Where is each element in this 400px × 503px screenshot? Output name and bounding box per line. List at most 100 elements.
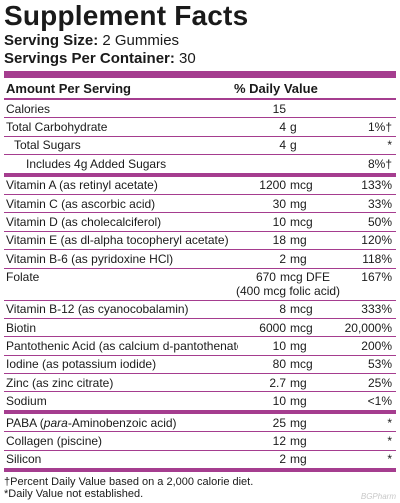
nutrient-amount: 4 xyxy=(279,120,286,135)
nutrient-amount: 6000 xyxy=(259,320,286,335)
header-daily-value: % Daily Value xyxy=(234,80,318,96)
nutrient-name: Pantothenic Acid (as calcium d-pantothen… xyxy=(6,338,238,353)
nutrient-dv: 1%† xyxy=(367,120,392,135)
panel-title: Supplement Facts xyxy=(4,0,249,31)
nutrient-amount: 10 xyxy=(272,394,286,409)
nutrient-unit: mg xyxy=(290,338,307,353)
nutrient-unit: mg xyxy=(290,415,307,430)
nutrient-amount-note: (400 mcg folic acid) xyxy=(235,283,341,298)
table-row: Folate 670 mcg DFE (400 mcg folic acid) 167% xyxy=(4,269,396,301)
nutrient-dv: * xyxy=(387,138,392,153)
table-row: Sodium 10 mg <1% xyxy=(4,392,396,414)
serving-size-value: 2 Gummies xyxy=(98,32,180,49)
nutrient-unit: mcg xyxy=(290,320,313,335)
nutrient-dv: 50% xyxy=(367,215,392,230)
nutrient-name: Total Sugars xyxy=(14,138,81,153)
nutrient-dv: 133% xyxy=(361,178,392,193)
table-row: Collagen (piscine) 12 mg * xyxy=(4,432,396,451)
nutrient-dv: 167% xyxy=(361,269,392,284)
nutrient-name: Total Carbohydrate xyxy=(6,120,108,135)
nutrient-unit: mg xyxy=(290,452,307,467)
nutrient-amount: 80 xyxy=(272,357,286,372)
nutrient-unit: mcg DFE xyxy=(279,269,330,284)
nutrient-unit: mcg xyxy=(290,357,313,372)
nutrient-unit: mg xyxy=(290,196,307,211)
nutrient-amount: 25 xyxy=(272,415,286,430)
header-amount: Amount Per Serving xyxy=(6,80,131,96)
table-row: Calories 15 xyxy=(4,100,396,119)
nutrient-name: Includes 4g Added Sugars xyxy=(26,156,167,171)
nutrient-dv: 120% xyxy=(361,233,392,248)
table-row: Vitamin E (as dl-alpha tocopheryl acetat… xyxy=(4,232,396,251)
nutrient-dv: 53% xyxy=(367,357,392,372)
table-row: Vitamin A (as retinyl acetate) 1200 mcg 133… xyxy=(4,177,396,195)
serving-size-label: Serving Size: xyxy=(4,32,99,49)
nutrient-dv: * xyxy=(387,433,392,448)
table-row: Zinc (as zinc citrate) 2.7 mg 25% xyxy=(4,374,396,393)
nutrient-unit: mcg xyxy=(290,178,313,193)
nutrient-amount: 12 xyxy=(272,433,286,448)
table-row: Vitamin C (as ascorbic acid) 30 mg 33% xyxy=(4,195,396,214)
nutrient-dv: 118% xyxy=(362,251,392,266)
nutrient-unit: mcg xyxy=(290,302,313,317)
table-row: Vitamin D (as cholecalciferol) 10 mcg 50% xyxy=(4,213,396,232)
nutrient-name: PABA (para-Aminobenzoic acid) xyxy=(6,415,177,430)
table-row: Silicon 2 mg * xyxy=(4,451,396,473)
nutrient-unit: g xyxy=(290,138,297,153)
nutrient-dv: * xyxy=(387,452,392,467)
nutrient-dv: 200% xyxy=(361,338,392,353)
nutrient-amount: 10 xyxy=(272,338,286,353)
nutrient-name: Iodine (as potassium iodide) xyxy=(6,357,157,372)
footnotes: †Percent Daily Value based on a 2,000 ca… xyxy=(4,476,396,500)
servings-label: Servings Per Container: xyxy=(4,50,175,67)
nutrient-amount: 4 xyxy=(279,138,286,153)
nutrient-amount: 1200 xyxy=(259,178,286,193)
nutrient-dv: 8%† xyxy=(367,156,392,171)
nutrient-name: Vitamin C (as ascorbic acid) xyxy=(6,196,156,211)
table-row: Includes 4g Added Sugars 8%† xyxy=(4,155,396,177)
table-row: Pantothenic Acid (as calcium d-pantothen… xyxy=(4,337,396,356)
table-row: Vitamin B-12 (as cyanocobalamin) 8 mcg 333% xyxy=(4,301,396,319)
nutrient-name: Zinc (as zinc citrate) xyxy=(6,375,114,390)
table-row: PABA (para-Aminobenzoic acid) 25 mg * xyxy=(4,414,396,433)
nutrient-name: Calories xyxy=(6,101,51,116)
nutrient-unit: mg xyxy=(290,375,307,390)
table-header: Amount Per Serving % Daily Value xyxy=(4,78,396,100)
nutrient-amount: 10 xyxy=(272,215,286,230)
table-row: Biotin 6000 mcg 20,000% xyxy=(4,319,396,338)
nutrient-amount: 2.7 xyxy=(269,375,286,390)
servings-value: 30 xyxy=(174,50,196,67)
nutrient-name: Vitamin B-12 (as cyanocobalamin) xyxy=(6,302,189,317)
nutrient-amount: 2 xyxy=(279,251,286,266)
nutrient-amount: 18 xyxy=(272,233,286,248)
table-row: Iodine (as potassium iodide) 80 mcg 53% xyxy=(4,356,396,375)
nutrient-unit: mg xyxy=(290,233,307,248)
nutrient-dv: 25% xyxy=(367,375,392,390)
nutrient-dv: 33% xyxy=(367,196,392,211)
nutrient-amount: 15 xyxy=(272,101,286,116)
nutrient-unit: mg xyxy=(290,433,307,448)
nutrient-unit: mg xyxy=(290,394,307,409)
nutrient-amount: 2 xyxy=(279,452,286,467)
nutrient-dv: * xyxy=(387,415,392,430)
nutrient-name: Sodium xyxy=(6,394,47,409)
nutrient-name: Vitamin B-6 (as pyridoxine HCl) xyxy=(6,251,174,266)
nutrient-unit: mg xyxy=(290,251,307,266)
nutrient-name: Collagen (piscine) xyxy=(6,433,103,448)
nutrient-name: Vitamin D (as cholecalciferol) xyxy=(6,215,162,230)
table-row: Total Sugars 4 g * xyxy=(4,137,396,156)
nutrient-name: Silicon xyxy=(6,452,42,467)
servings-per-container: Servings Per Container: 30 xyxy=(4,50,396,68)
nutrient-amount: 30 xyxy=(272,196,286,211)
nutrient-name: Biotin xyxy=(6,320,37,335)
nutrient-table: Calories 15 Total Carbohydrate 4 g 1%† Total… xyxy=(4,100,396,473)
nutrient-unit: mcg xyxy=(290,215,313,230)
footnote-dagger: †Percent Daily Value based on a 2,000 ca… xyxy=(4,476,254,489)
nutrient-unit: g xyxy=(290,120,297,135)
nutrient-name: Vitamin E (as dl-alpha tocopheryl acetat… xyxy=(6,233,229,248)
thick-divider xyxy=(4,71,396,78)
table-row: Total Carbohydrate 4 g 1%† xyxy=(4,118,396,137)
nutrient-name: Vitamin A (as retinyl acetate) xyxy=(6,178,158,193)
nutrient-dv: 333% xyxy=(361,302,392,317)
